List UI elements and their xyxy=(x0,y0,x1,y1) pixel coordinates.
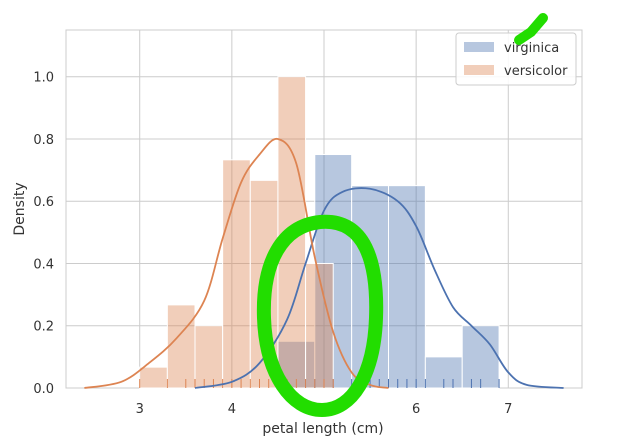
kde-curves xyxy=(84,138,564,389)
kde-curve-virginica xyxy=(194,187,564,389)
y-tick-label: 0.2 xyxy=(33,320,54,335)
y-axis-label: Density xyxy=(12,182,28,235)
histogram-bar-virginica xyxy=(388,185,426,389)
highlight-annotation xyxy=(256,13,548,418)
x-axis-label: petal length (cm) xyxy=(262,421,383,437)
x-tick-label: 4 xyxy=(228,402,236,417)
highlight-ellipse xyxy=(256,214,384,418)
y-tick-label: 1.0 xyxy=(33,71,54,86)
histogram-bar-versicolor xyxy=(305,262,334,389)
y-tick-label: 0.6 xyxy=(33,195,54,210)
kde-curve-versicolor xyxy=(84,138,389,389)
histogram-bar-versicolor xyxy=(222,159,251,389)
histogram-bar-versicolor xyxy=(166,304,196,389)
histogram-bar-versicolor xyxy=(139,366,168,389)
y-tick-labels: 0.0 0.2 0.4 0.6 0.8 1.0 xyxy=(33,71,54,397)
histogram-bar-versicolor xyxy=(194,325,224,389)
x-tick-label: 7 xyxy=(504,402,512,417)
legend-swatch-virginica xyxy=(464,42,494,52)
y-tick-label: 0.4 xyxy=(33,257,54,272)
legend-label-virginica: virginica xyxy=(504,41,559,56)
legend-swatch-versicolor xyxy=(464,65,494,75)
y-tick-label: 0.8 xyxy=(33,133,54,148)
y-tick-label: 0.0 xyxy=(33,382,54,397)
legend-label-versicolor: versicolor xyxy=(504,64,568,79)
x-tick-label: 6 xyxy=(412,402,420,417)
histogram-bar-virginica xyxy=(461,325,500,389)
highlight-check-mark xyxy=(514,13,548,45)
x-tick-label: 3 xyxy=(136,402,144,417)
legend-box xyxy=(455,32,577,86)
